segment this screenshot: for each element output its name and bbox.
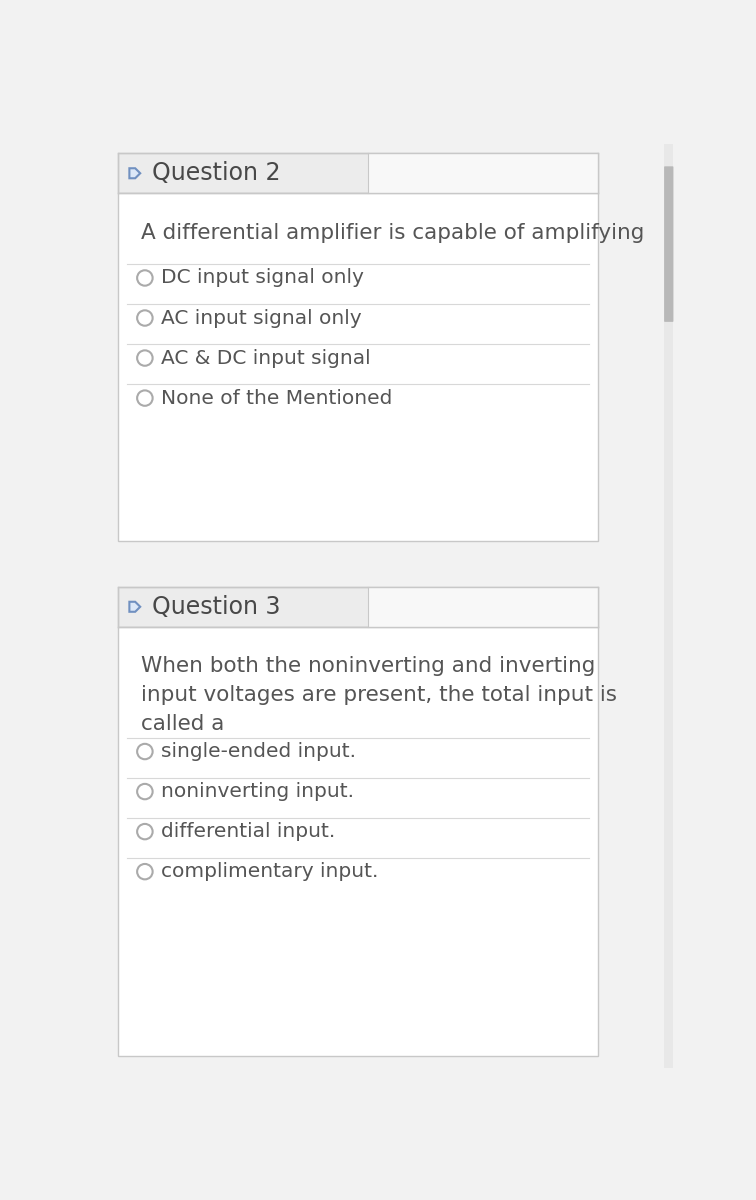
FancyBboxPatch shape xyxy=(664,144,674,1068)
Polygon shape xyxy=(129,601,140,612)
Text: single-ended input.: single-ended input. xyxy=(161,742,356,761)
Text: When both the noninverting and inverting
input voltages are present, the total i: When both the noninverting and inverting… xyxy=(141,656,617,733)
Text: A differential amplifier is capable of amplifying: A differential amplifier is capable of a… xyxy=(141,222,644,242)
Text: complimentary input.: complimentary input. xyxy=(161,862,379,881)
FancyBboxPatch shape xyxy=(367,154,598,193)
FancyBboxPatch shape xyxy=(118,626,598,1056)
FancyBboxPatch shape xyxy=(118,193,598,540)
Polygon shape xyxy=(129,168,140,179)
Text: Question 3: Question 3 xyxy=(152,595,280,619)
FancyBboxPatch shape xyxy=(664,167,674,322)
Text: None of the Mentioned: None of the Mentioned xyxy=(161,389,392,408)
FancyBboxPatch shape xyxy=(118,154,598,193)
FancyBboxPatch shape xyxy=(367,587,598,626)
Text: AC & DC input signal: AC & DC input signal xyxy=(161,348,370,367)
Text: DC input signal only: DC input signal only xyxy=(161,269,364,288)
Text: differential input.: differential input. xyxy=(161,822,336,841)
Text: Question 2: Question 2 xyxy=(152,161,280,185)
Text: AC input signal only: AC input signal only xyxy=(161,308,362,328)
Text: noninverting input.: noninverting input. xyxy=(161,782,354,802)
FancyBboxPatch shape xyxy=(118,587,598,626)
